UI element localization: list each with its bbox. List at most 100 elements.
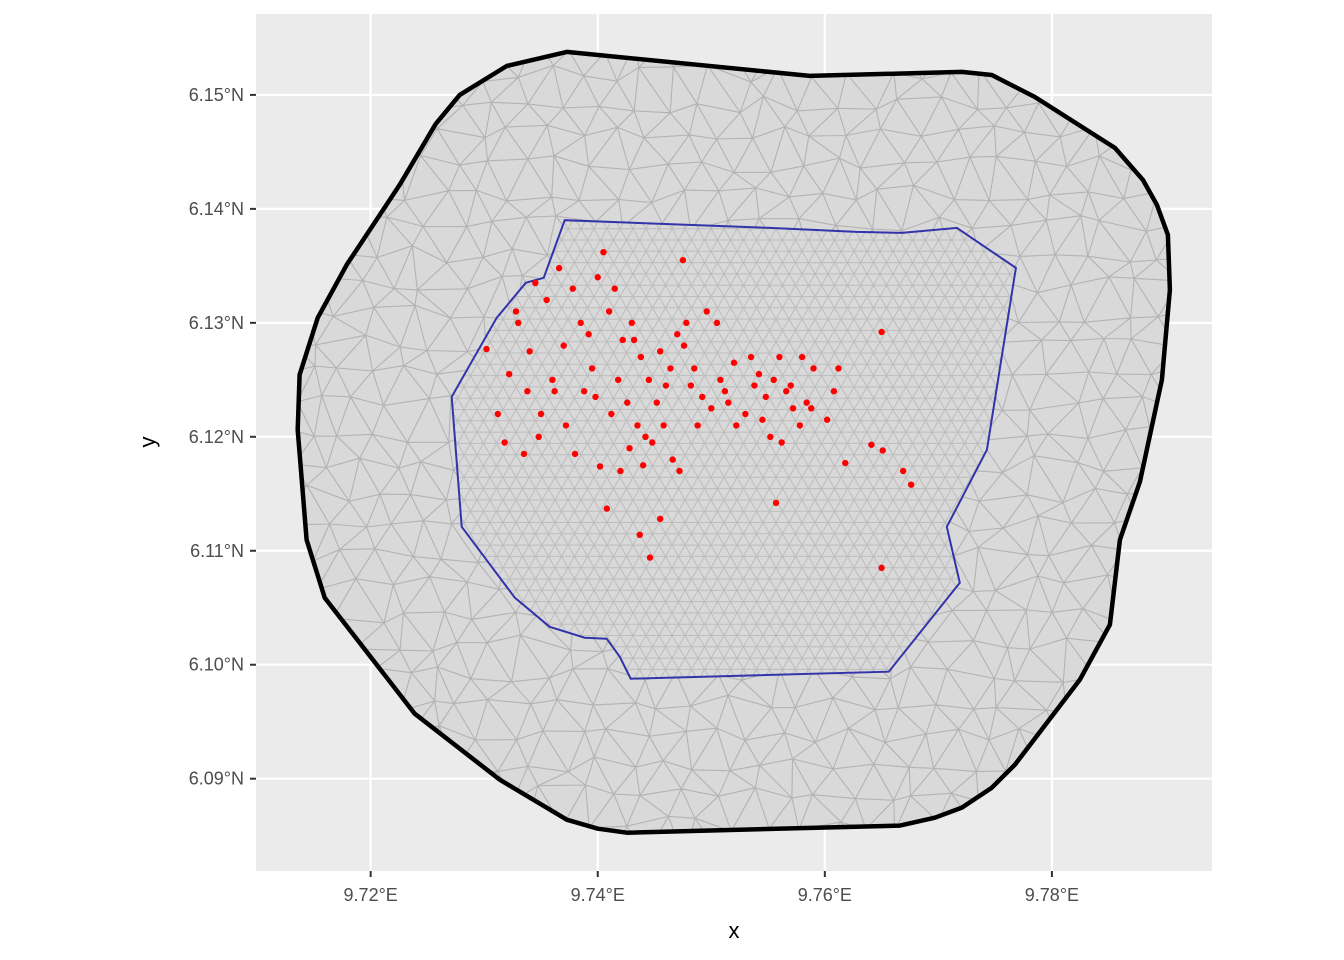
point: [642, 433, 649, 441]
point: [660, 422, 667, 429]
point: [520, 450, 528, 458]
point: [879, 447, 886, 454]
point: [549, 376, 556, 384]
point: [703, 308, 710, 315]
y-tick-label: 6.12°N: [189, 427, 244, 447]
marks: [295, 49, 1173, 835]
point: [699, 393, 706, 401]
point: [783, 388, 790, 395]
point: [842, 459, 849, 467]
point: [645, 376, 653, 384]
point: [762, 393, 769, 401]
point: [639, 462, 647, 469]
point: [798, 353, 806, 361]
y-tick-label: 6.13°N: [189, 313, 244, 333]
point: [483, 345, 490, 353]
point: [662, 382, 670, 389]
point: [501, 439, 508, 446]
point: [878, 328, 885, 336]
point: [494, 410, 502, 418]
point: [580, 388, 588, 395]
point: [789, 405, 797, 412]
point: [725, 399, 732, 406]
point: [560, 342, 567, 349]
point: [649, 439, 656, 446]
y-tick-label: 6.15°N: [189, 85, 244, 105]
point: [608, 410, 615, 418]
point: [717, 376, 724, 384]
point: [588, 365, 596, 372]
x-tick-label: 9.74°E: [571, 885, 625, 905]
point: [770, 376, 777, 384]
point: [868, 441, 875, 448]
point: [676, 467, 683, 475]
point: [614, 376, 622, 384]
point: [694, 422, 701, 429]
point: [605, 308, 613, 315]
x-axis-title: x: [729, 918, 740, 943]
point: [526, 348, 533, 355]
point: [767, 433, 774, 441]
point: [796, 422, 804, 429]
point: [835, 365, 842, 372]
point: [691, 365, 698, 372]
point: [667, 365, 674, 372]
point: [669, 456, 676, 463]
point: [512, 308, 520, 315]
point: [787, 382, 794, 389]
mesh: [297, 51, 1170, 833]
y-tick-label: 6.09°N: [189, 769, 244, 789]
y-tick-label: 6.11°N: [190, 541, 244, 561]
point: [617, 467, 624, 475]
point: [823, 416, 831, 423]
y-tick-label: 6.14°N: [189, 199, 244, 219]
point: [755, 370, 763, 378]
point: [505, 370, 513, 378]
point: [808, 405, 815, 412]
point: [778, 439, 785, 446]
point: [596, 463, 604, 470]
point: [543, 296, 550, 304]
point: [634, 422, 641, 429]
point: [577, 319, 584, 327]
point: [708, 405, 715, 412]
point: [636, 531, 643, 539]
point: [803, 399, 810, 406]
point: [592, 393, 599, 401]
x-tick-label: 9.78°E: [1025, 885, 1079, 905]
point: [611, 285, 618, 292]
point: [585, 331, 592, 338]
point: [656, 348, 664, 355]
inner-boundary: [450, 219, 1017, 680]
point: [532, 279, 539, 287]
point: [830, 388, 838, 395]
y-tick-label: 6.10°N: [189, 655, 244, 675]
x-tick-label: 9.76°E: [798, 885, 852, 905]
point: [524, 388, 531, 395]
point: [535, 433, 542, 441]
point: [713, 319, 721, 327]
point: [742, 410, 749, 418]
point: [733, 422, 740, 429]
point: [626, 444, 633, 452]
point: [562, 422, 570, 429]
point: [630, 336, 638, 344]
outer-boundary: [295, 49, 1173, 835]
y-axis-title: y: [135, 437, 160, 448]
point: [687, 382, 695, 389]
point: [619, 336, 626, 344]
point: [878, 564, 885, 572]
point: [515, 319, 522, 327]
point: [759, 416, 766, 423]
point: [653, 399, 660, 406]
point: [637, 353, 645, 361]
point: [907, 481, 915, 488]
point: [603, 505, 611, 512]
point: [747, 353, 755, 361]
point: [600, 248, 607, 256]
mesh-fine: [451, 220, 1016, 679]
point: [571, 450, 579, 458]
point: [683, 319, 690, 327]
point: [624, 399, 631, 406]
